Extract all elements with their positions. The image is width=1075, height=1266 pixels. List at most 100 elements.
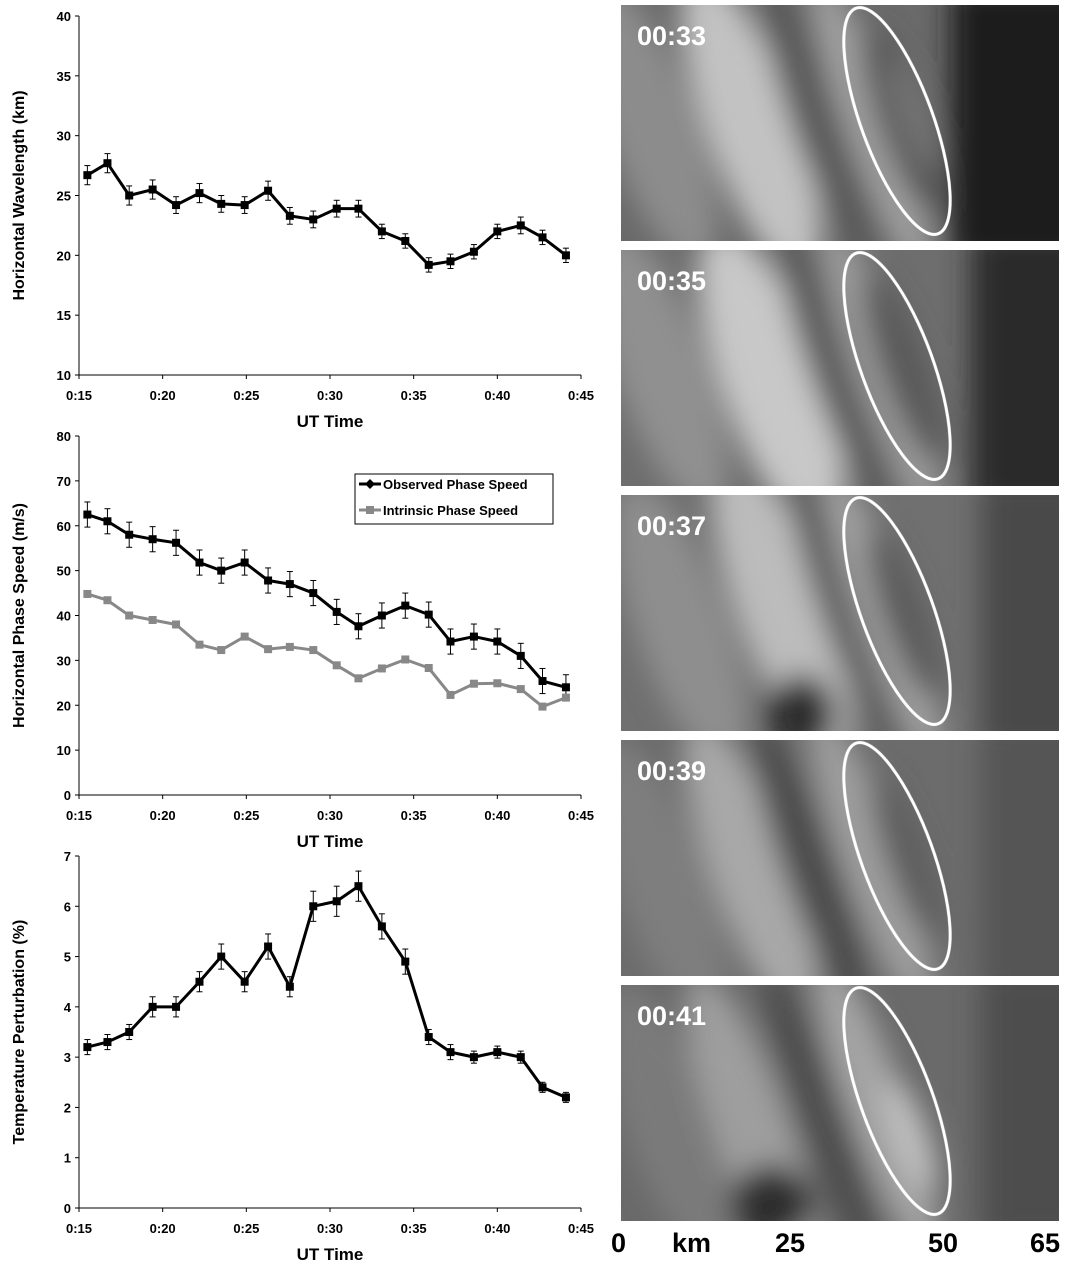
chart-2-series-1-point: [264, 576, 273, 585]
chart-2-legend-label-1: Observed Phase Speed: [383, 477, 528, 492]
chart-2-xlabel: UT Time: [297, 832, 364, 851]
chart-1-series-1-point: [285, 211, 294, 220]
chart-2-series-1-point: [217, 566, 226, 575]
chart-1-ytick-label: 25: [57, 189, 71, 204]
chart-3-xtick-label: 0:35: [401, 1221, 427, 1236]
chart-2-series-2-point: [516, 685, 525, 694]
chart-2-series-1-point: [424, 610, 433, 619]
chart-1-series-1-point: [424, 260, 433, 269]
chart-2-xtick-label: 0:30: [317, 808, 343, 823]
chart-2-series-1-point: [354, 622, 363, 631]
chart-3-series-1-point: [516, 1053, 525, 1062]
chart-3-ytick-label: 7: [64, 849, 71, 864]
chart-2-series-2-point: [538, 702, 547, 711]
chart-3-series-1-point: [172, 1002, 181, 1011]
chart-3-series-1-point: [83, 1043, 92, 1052]
chart-3-xtick-label: 0:25: [233, 1221, 259, 1236]
chart-2-legend-box: [354, 473, 554, 525]
chart-1-series-1-point: [125, 191, 134, 200]
chart-3-xtick-label: 0:15: [66, 1221, 92, 1236]
chart-3-ytick-label: 4: [64, 1000, 72, 1015]
scale-label-0: 0: [611, 1228, 627, 1258]
image-panel-3: 00:37: [621, 495, 1059, 731]
chart-1-ytick-label: 35: [57, 69, 71, 84]
chart-2-series-2-point: [446, 690, 455, 699]
chart-2-series-2-point: [264, 645, 273, 654]
chart-3-series-1-point: [446, 1048, 455, 1057]
chart-2-series-1-point: [493, 637, 502, 646]
chart-2-series-2-point: [469, 679, 478, 688]
chart-3-series-1-point: [332, 897, 341, 906]
chart-2-series-1-point: [172, 538, 181, 547]
chart-1-ytick-label: 20: [57, 248, 71, 263]
chart-2-ytick-label: 30: [57, 653, 71, 668]
chart-2-series-1-point: [561, 683, 570, 692]
image-panel-2: 00:35: [621, 250, 1059, 486]
chart-1-xtick-label: 0:20: [150, 388, 176, 403]
chart-1-series-1-line: [86, 161, 567, 267]
chart-1-series-1-point: [446, 257, 455, 266]
chart-2-ytick-label: 10: [57, 743, 71, 758]
chart-3-xtick-label: 0:20: [150, 1221, 176, 1236]
panel-2-time: 00:35: [637, 266, 707, 296]
chart-2-series-1-point: [148, 535, 157, 544]
chart-3-series-1-point: [561, 1093, 570, 1102]
chart-2-legend-marker-2: [366, 506, 374, 514]
chart-3-ytick-label: 2: [64, 1100, 71, 1115]
image-panel-5: 00:41: [621, 985, 1059, 1221]
chart-1-xtick-label: 0:40: [484, 388, 510, 403]
chart-2-ytick-label: 40: [57, 609, 71, 624]
chart-1-series-1-point: [516, 221, 525, 230]
chart-1-series-1-point: [240, 201, 249, 210]
chart-2-series-2-point: [493, 679, 502, 688]
chart-1-ytick-label: 10: [57, 368, 71, 383]
chart-2-series-2-point: [195, 640, 204, 649]
chart-2-series-2-point: [332, 661, 341, 670]
panel-3-time: 00:37: [637, 511, 707, 541]
chart-2-series-2-point: [561, 693, 570, 702]
chart-3-ytick-label: 1: [64, 1151, 71, 1166]
chart-2-series-2-point: [377, 664, 386, 673]
chart-2-ytick-label: 20: [57, 698, 71, 713]
chart-3-xlabel: UT Time: [297, 1245, 364, 1264]
chart-1-ylabel: Horizontal Wavelength (km): [11, 90, 28, 300]
chart-3-ytick-label: 5: [64, 950, 71, 965]
chart-3-ytick-label: 6: [64, 899, 71, 914]
chart-3-series-1-point: [125, 1028, 134, 1036]
chart-1-xtick-label: 0:25: [233, 388, 259, 403]
chart-2-series-1-point: [103, 517, 112, 526]
chart-3-ylabel: Temperature Perturbation (%): [11, 920, 28, 1145]
chart-1-xlabel: UT Time: [297, 412, 364, 431]
chart-1-series-1-point: [493, 227, 502, 236]
chart-1-series-1-point: [83, 171, 92, 180]
chart-1-xtick-label: 0:45: [568, 388, 594, 403]
panel-5-time: 00:41: [637, 1001, 707, 1031]
chart-2-series-1-point: [469, 632, 478, 641]
chart-2-series-1-point: [332, 607, 341, 616]
chart-3-series-1-point: [264, 942, 273, 951]
chart-2-series-2-point: [83, 589, 92, 598]
chart-1-series-1-point: [332, 204, 341, 213]
chart-2-series-1-point: [538, 677, 547, 686]
panel-4-time: 00:39: [637, 756, 707, 786]
chart-2-series-1-point: [401, 601, 410, 610]
chart-1-series-1-point: [172, 201, 181, 210]
chart-1-xtick-label: 0:30: [317, 388, 343, 403]
chart-2-series-1-line: [86, 513, 567, 689]
chart-2-xtick-label: 0:15: [66, 808, 92, 823]
chart-2-legend-marker-1: [365, 479, 375, 489]
chart-1-series-1-point: [103, 159, 112, 168]
panel-1-time: 00:33: [637, 21, 707, 51]
chart-1-ytick-label: 30: [57, 129, 71, 144]
chart-2-series-1-point: [377, 611, 386, 620]
chart-2-xtick-label: 0:20: [150, 808, 176, 823]
chart-1-series-1-point: [354, 204, 363, 213]
chart-2-series-1-point: [195, 558, 204, 567]
chart-1-series-1-point: [538, 233, 547, 242]
image-panel-1: 00:33: [621, 5, 1059, 241]
chart-1-xtick-label: 0:35: [401, 388, 427, 403]
chart-2-series-1-point: [309, 589, 318, 598]
chart-3-series-1-point: [240, 977, 249, 986]
chart-2-xtick-label: 0:40: [484, 808, 510, 823]
